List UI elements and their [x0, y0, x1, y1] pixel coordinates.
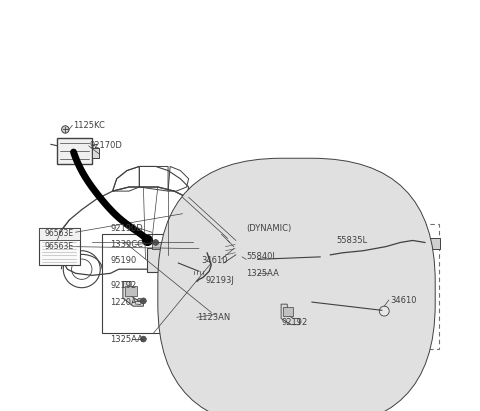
- FancyBboxPatch shape: [57, 138, 92, 164]
- Text: 55835L: 55835L: [336, 236, 368, 245]
- Text: 92192: 92192: [110, 281, 137, 290]
- Text: (DYNAMIC): (DYNAMIC): [246, 224, 291, 233]
- Text: 1125KC: 1125KC: [73, 121, 106, 130]
- Circle shape: [264, 270, 270, 276]
- Circle shape: [153, 240, 158, 245]
- Bar: [102, 234, 221, 333]
- FancyBboxPatch shape: [92, 148, 99, 158]
- FancyBboxPatch shape: [320, 252, 332, 260]
- Circle shape: [141, 336, 146, 342]
- Bar: [259, 273, 415, 345]
- Text: 1325AA: 1325AA: [246, 269, 279, 278]
- Text: 96563E: 96563E: [45, 242, 74, 251]
- Text: 92190D: 92190D: [110, 224, 144, 233]
- Text: 1339CC: 1339CC: [110, 240, 144, 249]
- FancyBboxPatch shape: [147, 248, 179, 272]
- Text: 92193J: 92193J: [205, 276, 234, 285]
- Text: 34610: 34610: [201, 256, 228, 266]
- Circle shape: [141, 298, 146, 304]
- FancyBboxPatch shape: [152, 242, 164, 249]
- Circle shape: [196, 268, 206, 277]
- Circle shape: [61, 126, 69, 133]
- Circle shape: [213, 312, 218, 317]
- FancyBboxPatch shape: [422, 238, 440, 249]
- FancyBboxPatch shape: [125, 286, 137, 296]
- FancyBboxPatch shape: [158, 158, 435, 411]
- Text: 1220AS: 1220AS: [110, 298, 143, 307]
- Text: 95190: 95190: [110, 256, 137, 266]
- Text: 92170D: 92170D: [90, 141, 123, 150]
- Circle shape: [143, 236, 153, 245]
- FancyBboxPatch shape: [283, 307, 293, 316]
- Bar: [38, 228, 80, 240]
- FancyBboxPatch shape: [192, 274, 204, 282]
- FancyBboxPatch shape: [246, 255, 258, 263]
- Text: 92192: 92192: [281, 318, 307, 327]
- Polygon shape: [281, 304, 300, 325]
- Circle shape: [379, 306, 389, 316]
- Text: 1123AN: 1123AN: [197, 313, 230, 322]
- Text: 55840L: 55840L: [246, 252, 277, 261]
- Text: 1325AA: 1325AA: [110, 335, 144, 344]
- Bar: [38, 228, 80, 265]
- Polygon shape: [123, 282, 144, 306]
- Text: 34610: 34610: [390, 296, 417, 305]
- Bar: [242, 224, 439, 349]
- Text: 96563E: 96563E: [45, 229, 74, 238]
